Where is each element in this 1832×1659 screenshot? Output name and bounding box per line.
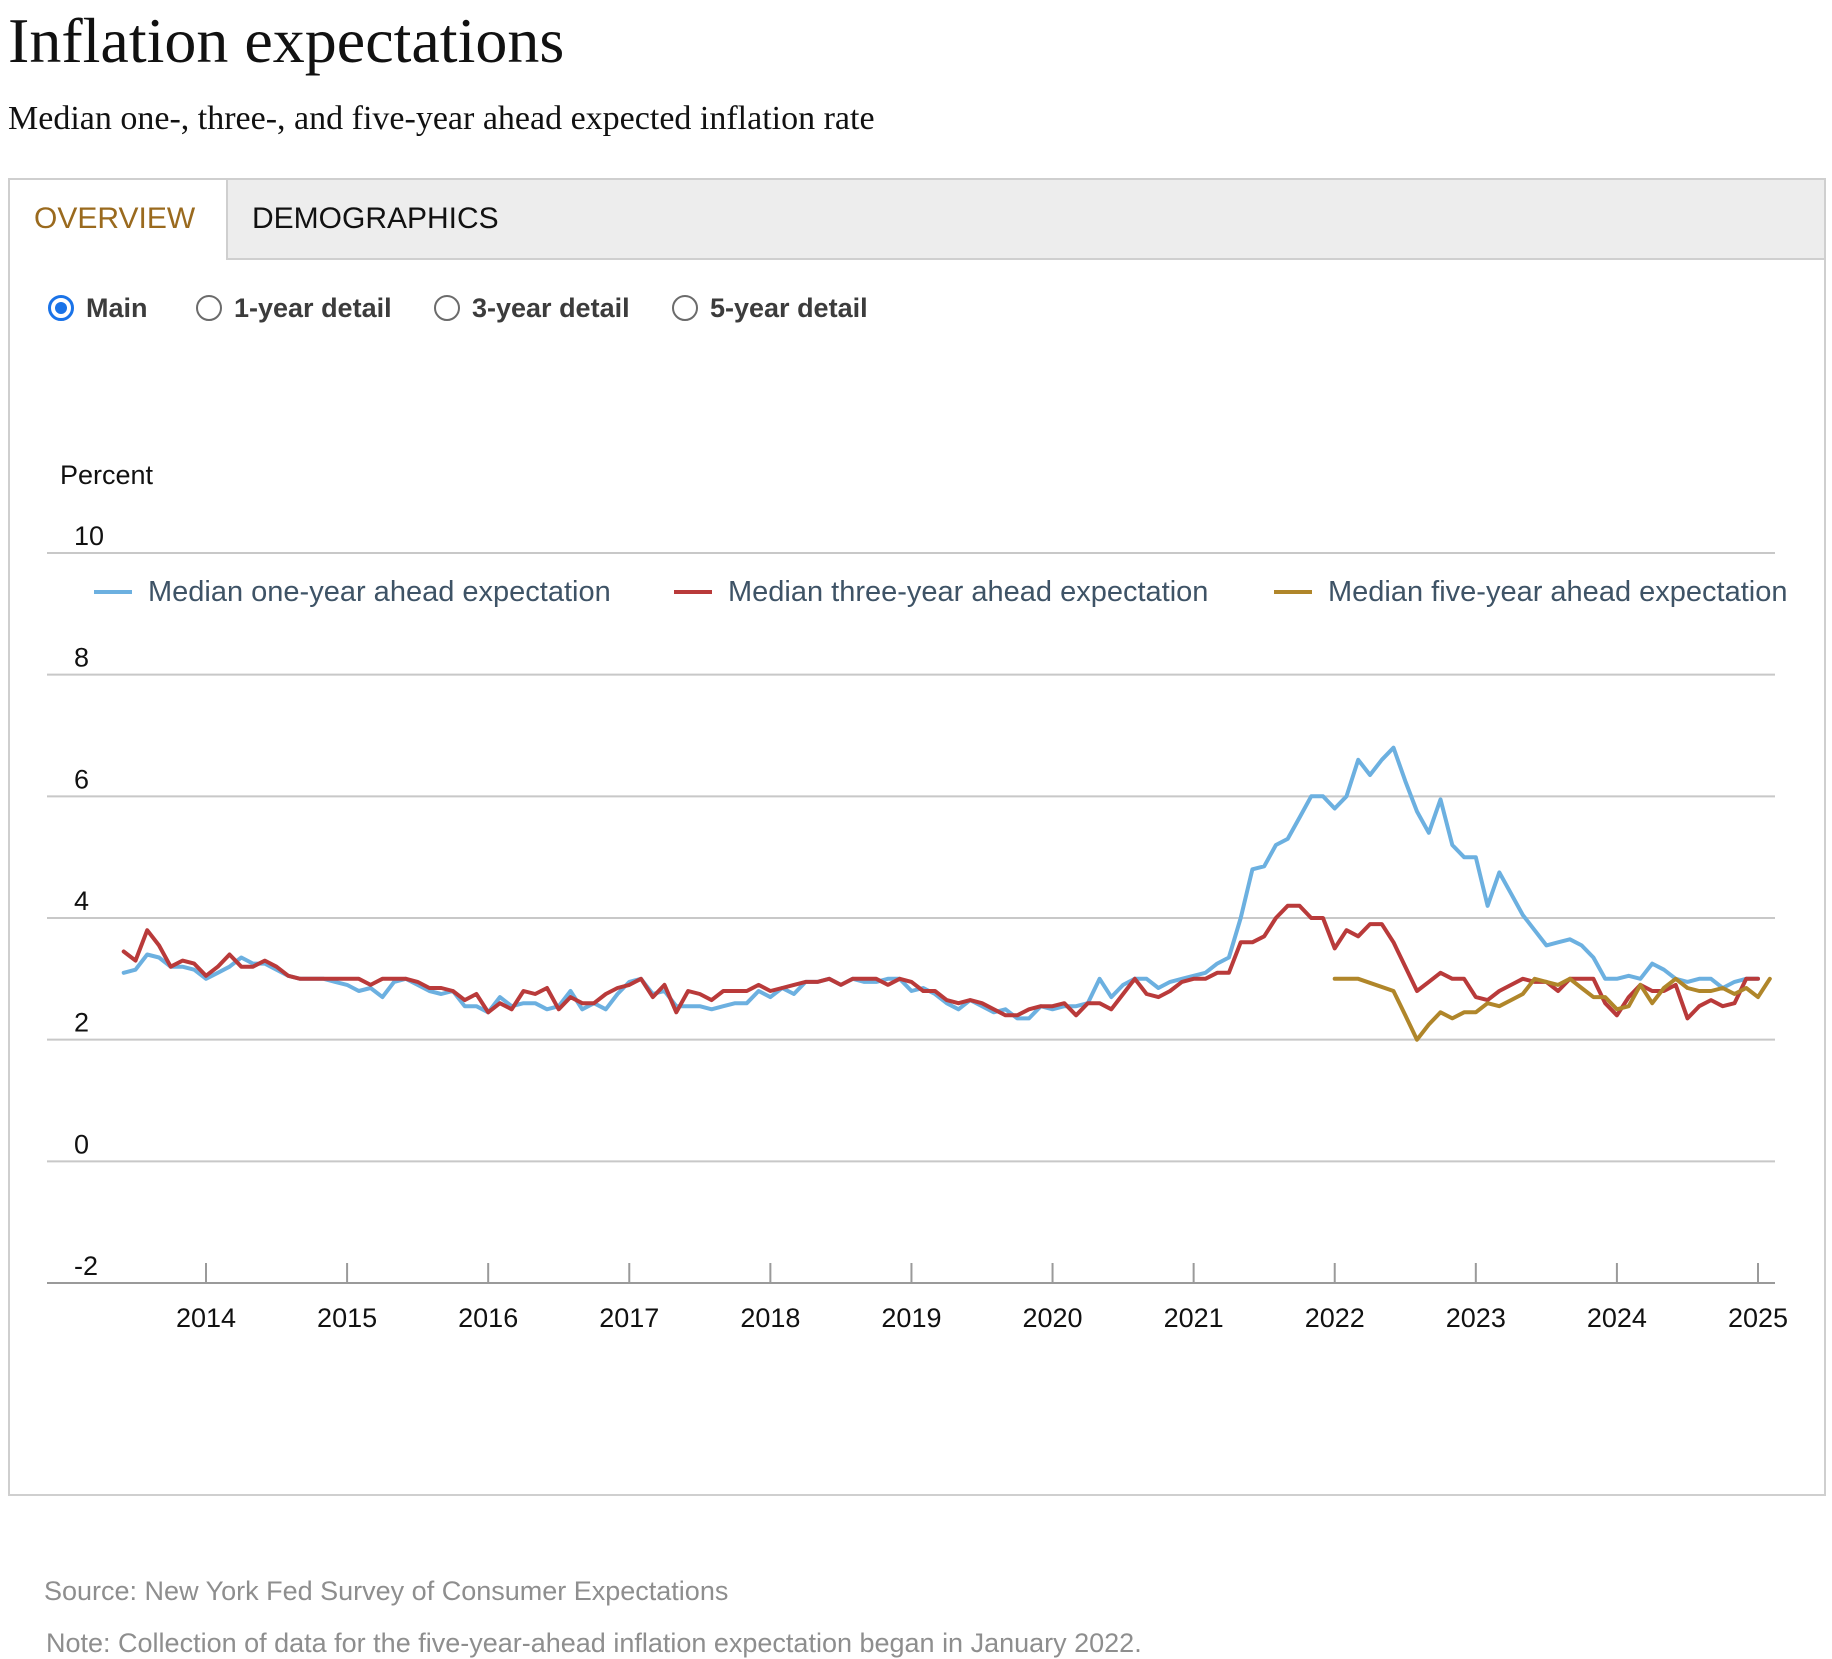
page-title: Inflation expectations xyxy=(8,5,565,76)
y-tick-label: -2 xyxy=(74,1251,98,1281)
legend-label-one-year: Median one-year ahead expectation xyxy=(148,575,611,608)
legend-label-three-year: Median three-year ahead expectation xyxy=(728,575,1209,608)
y-tick-label: 4 xyxy=(74,886,89,916)
radio-main[interactable]: Main xyxy=(48,288,148,328)
tab-demographics[interactable]: DEMOGRAPHICS xyxy=(252,202,499,235)
gridlines xyxy=(47,552,1775,1163)
legend-label-five-year: Median five-year ahead expectation xyxy=(1328,575,1788,608)
tab-bar: OVERVIEW DEMOGRAPHICS xyxy=(10,180,1824,260)
radio-checked-icon[interactable] xyxy=(48,295,74,321)
radio-5-year-detail[interactable]: 5-year detail xyxy=(672,288,868,328)
legend-swatch-five-year xyxy=(1274,590,1312,594)
radio-unchecked-icon[interactable] xyxy=(434,295,460,321)
legend-swatch-three-year xyxy=(674,590,712,594)
x-tick-label: 2015 xyxy=(317,1303,377,1333)
y-tick-label: 6 xyxy=(74,764,89,794)
y-tick-label: 10 xyxy=(74,521,104,551)
y-tick-label: 8 xyxy=(74,643,89,673)
y-axis-title: Percent xyxy=(60,460,154,490)
page-subtitle: Median one-, three-, and five-year ahead… xyxy=(8,100,875,137)
x-tick-label: 2014 xyxy=(176,1303,236,1333)
radio-1-year-detail-label: 1-year detail xyxy=(234,292,392,323)
x-tick-label: 2022 xyxy=(1305,1303,1365,1333)
x-tick-label: 2018 xyxy=(740,1303,800,1333)
x-tick-label: 2019 xyxy=(881,1303,941,1333)
x-tick-label: 2016 xyxy=(458,1303,518,1333)
y-axis-ticks: -2 0 2 4 6 8 10 xyxy=(74,521,104,1281)
x-tick-label: 2020 xyxy=(1023,1303,1083,1333)
data-note: Note: Collection of data for the five-ye… xyxy=(46,1628,1142,1658)
radio-main-label: Main xyxy=(86,292,148,323)
x-axis: 2014 2015 2016 2017 2018 2019 2020 2021 2022 2023… xyxy=(47,1263,1788,1333)
legend-swatch-one-year xyxy=(94,590,132,594)
radio-3-year-detail[interactable]: 3-year detail xyxy=(434,288,630,328)
radio-1-year-detail[interactable]: 1-year detail xyxy=(196,288,392,328)
y-tick-label: 0 xyxy=(74,1129,89,1159)
x-tick-label: 2023 xyxy=(1446,1303,1506,1333)
legend-item-three-year[interactable]: Median three-year ahead expectation xyxy=(674,572,1208,612)
legend-item-one-year[interactable]: Median one-year ahead expectation xyxy=(94,572,611,612)
radio-3-year-detail-label: 3-year detail xyxy=(472,292,630,323)
x-tick-label: 2021 xyxy=(1164,1303,1224,1333)
legend-item-five-year[interactable]: Median five-year ahead expectation xyxy=(1274,572,1787,612)
radio-5-year-detail-label: 5-year detail xyxy=(710,292,868,323)
series-layer xyxy=(121,745,1772,1042)
y-tick-label: 2 xyxy=(74,1008,89,1038)
series-line-one-year xyxy=(121,745,1760,1021)
x-tick-label: 2024 xyxy=(1587,1303,1647,1333)
series-line-five-year xyxy=(1332,976,1772,1042)
x-tick-label: 2025 xyxy=(1728,1303,1788,1333)
radio-unchecked-icon[interactable] xyxy=(196,295,222,321)
chart-plot-area: Percent 2014 2015 2016 2017 2018 2019 2020 2021… xyxy=(47,460,1788,1333)
source-note: Source: New York Fed Survey of Consumer … xyxy=(44,1576,729,1606)
radio-unchecked-icon[interactable] xyxy=(672,295,698,321)
tab-overview[interactable]: OVERVIEW xyxy=(10,180,228,260)
series-line-three-year xyxy=(121,903,1760,1021)
x-tick-label: 2017 xyxy=(599,1303,659,1333)
